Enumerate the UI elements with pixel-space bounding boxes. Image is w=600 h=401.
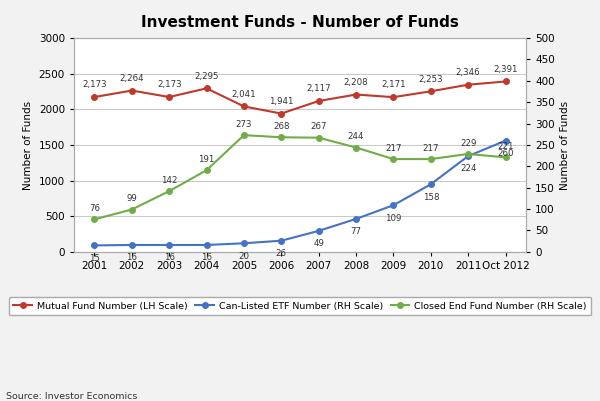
Legend: Mutual Fund Number (LH Scale), Can-Listed ETF Number (RH Scale), Closed End Fund: Mutual Fund Number (LH Scale), Can-Liste… <box>8 297 592 316</box>
Can-Listed ETF Number (RH Scale) <box>241 241 248 246</box>
Text: 2,264: 2,264 <box>119 74 144 83</box>
Mutual Fund Number (LH Scale) <box>91 95 98 99</box>
Closed End Fund Number (RH Scale) <box>315 135 322 140</box>
Closed End Fund Number (RH Scale) <box>502 155 509 160</box>
Y-axis label: Number of Funds: Number of Funds <box>23 100 33 190</box>
Mutual Fund Number (LH Scale) <box>241 104 248 109</box>
Text: 16: 16 <box>164 253 175 262</box>
Text: 142: 142 <box>161 176 178 185</box>
Text: 1,941: 1,941 <box>269 97 293 106</box>
Can-Listed ETF Number (RH Scale) <box>203 243 210 247</box>
Line: Closed End Fund Number (RH Scale): Closed End Fund Number (RH Scale) <box>92 132 508 222</box>
Text: 2,346: 2,346 <box>456 68 481 77</box>
Mutual Fund Number (LH Scale) <box>502 79 509 84</box>
Closed End Fund Number (RH Scale) <box>427 157 434 162</box>
Can-Listed ETF Number (RH Scale) <box>166 243 173 247</box>
Can-Listed ETF Number (RH Scale) <box>464 154 472 158</box>
Mutual Fund Number (LH Scale) <box>166 95 173 99</box>
Closed End Fund Number (RH Scale) <box>241 133 248 138</box>
Mutual Fund Number (LH Scale) <box>278 111 285 116</box>
Can-Listed ETF Number (RH Scale) <box>390 203 397 208</box>
Text: 2,208: 2,208 <box>344 78 368 87</box>
Text: 260: 260 <box>497 149 514 158</box>
Text: 16: 16 <box>201 253 212 262</box>
Can-Listed ETF Number (RH Scale) <box>352 217 359 221</box>
Y-axis label: Number of Funds: Number of Funds <box>560 100 571 190</box>
Mutual Fund Number (LH Scale) <box>352 92 359 97</box>
Text: 109: 109 <box>385 213 401 223</box>
Can-Listed ETF Number (RH Scale) <box>128 243 136 247</box>
Text: 217: 217 <box>422 144 439 153</box>
Closed End Fund Number (RH Scale) <box>128 207 136 212</box>
Text: 221: 221 <box>497 142 514 151</box>
Text: 2,173: 2,173 <box>157 80 182 89</box>
Closed End Fund Number (RH Scale) <box>166 189 173 194</box>
Text: 26: 26 <box>276 249 287 258</box>
Title: Investment Funds - Number of Funds: Investment Funds - Number of Funds <box>141 15 459 30</box>
Text: 16: 16 <box>127 253 137 262</box>
Line: Mutual Fund Number (LH Scale): Mutual Fund Number (LH Scale) <box>92 79 508 116</box>
Text: 267: 267 <box>310 122 327 132</box>
Text: 2,295: 2,295 <box>194 72 219 81</box>
Closed End Fund Number (RH Scale) <box>464 152 472 156</box>
Text: 229: 229 <box>460 139 476 148</box>
Can-Listed ETF Number (RH Scale) <box>315 229 322 233</box>
Mutual Fund Number (LH Scale) <box>427 89 434 94</box>
Mutual Fund Number (LH Scale) <box>128 88 136 93</box>
Text: 49: 49 <box>313 239 324 248</box>
Mutual Fund Number (LH Scale) <box>390 95 397 99</box>
Text: 2,041: 2,041 <box>232 90 256 99</box>
Text: 2,173: 2,173 <box>82 80 107 89</box>
Text: 191: 191 <box>199 155 215 164</box>
Text: 217: 217 <box>385 144 401 153</box>
Text: 2,253: 2,253 <box>418 75 443 83</box>
Closed End Fund Number (RH Scale) <box>203 168 210 172</box>
Text: 244: 244 <box>348 132 364 141</box>
Text: 77: 77 <box>350 227 362 236</box>
Text: 2,391: 2,391 <box>493 65 518 74</box>
Closed End Fund Number (RH Scale) <box>352 145 359 150</box>
Text: 158: 158 <box>422 192 439 202</box>
Text: 2,117: 2,117 <box>307 84 331 93</box>
Text: Source: Investor Economics: Source: Investor Economics <box>6 392 137 401</box>
Mutual Fund Number (LH Scale) <box>203 86 210 91</box>
Can-Listed ETF Number (RH Scale) <box>278 238 285 243</box>
Text: 20: 20 <box>238 251 250 261</box>
Text: 15: 15 <box>89 254 100 263</box>
Can-Listed ETF Number (RH Scale) <box>91 243 98 248</box>
Closed End Fund Number (RH Scale) <box>91 217 98 222</box>
Closed End Fund Number (RH Scale) <box>390 157 397 162</box>
Text: 273: 273 <box>236 120 252 129</box>
Text: 99: 99 <box>127 194 137 203</box>
Can-Listed ETF Number (RH Scale) <box>502 138 509 143</box>
Mutual Fund Number (LH Scale) <box>315 99 322 103</box>
Text: 224: 224 <box>460 164 476 173</box>
Line: Can-Listed ETF Number (RH Scale): Can-Listed ETF Number (RH Scale) <box>92 138 508 248</box>
Mutual Fund Number (LH Scale) <box>464 82 472 87</box>
Text: 76: 76 <box>89 204 100 213</box>
Can-Listed ETF Number (RH Scale) <box>427 182 434 187</box>
Closed End Fund Number (RH Scale) <box>278 135 285 140</box>
Text: 268: 268 <box>273 122 290 131</box>
Text: 2,171: 2,171 <box>381 81 406 89</box>
